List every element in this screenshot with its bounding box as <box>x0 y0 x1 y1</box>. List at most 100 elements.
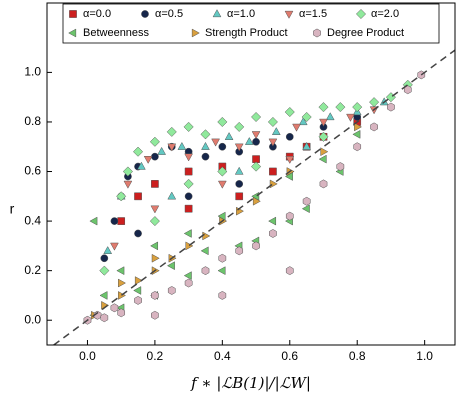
point <box>268 138 278 147</box>
legend-marker <box>141 10 149 18</box>
point <box>346 113 355 122</box>
point <box>166 261 175 271</box>
legend-label: Strength Product <box>205 27 288 39</box>
point <box>184 167 193 176</box>
point <box>269 229 277 238</box>
point <box>211 138 220 147</box>
point <box>251 161 262 172</box>
point <box>285 211 294 221</box>
point <box>157 146 167 155</box>
point <box>185 241 194 251</box>
legend-label: α=0.0 <box>83 8 111 20</box>
point <box>149 136 160 147</box>
point <box>110 242 119 251</box>
x-tick-label: 0.2 <box>147 349 164 363</box>
point <box>134 295 142 305</box>
legend-marker <box>355 8 367 20</box>
point <box>117 308 126 318</box>
legend: α=0.0 α=0.5 α=1.0 α=1.5 α=2.0 Betweenness Stre… <box>62 3 440 44</box>
point <box>143 156 153 164</box>
point <box>269 179 278 189</box>
point <box>325 112 335 121</box>
point <box>302 141 312 150</box>
point <box>134 229 142 238</box>
point <box>167 286 176 295</box>
point <box>301 204 310 214</box>
diagonal-line <box>53 49 456 346</box>
point <box>89 216 98 226</box>
point <box>150 205 160 214</box>
point <box>318 102 329 113</box>
point <box>116 191 127 202</box>
x-tick-label: 0.4 <box>214 349 231 363</box>
x-tick-label: 1.0 <box>416 349 433 363</box>
point <box>167 143 177 152</box>
point <box>166 126 177 137</box>
point <box>151 291 159 300</box>
point <box>302 196 311 206</box>
point <box>217 166 228 177</box>
plot-frame <box>46 2 456 346</box>
point <box>133 146 144 157</box>
point <box>285 156 295 164</box>
point <box>335 102 346 113</box>
point <box>151 310 159 320</box>
point <box>177 141 187 150</box>
y-tick-label: 0.2 <box>24 263 41 277</box>
point <box>134 192 142 201</box>
y-axis-label: r <box>10 201 15 217</box>
point <box>201 152 210 161</box>
point <box>200 246 209 256</box>
point <box>285 266 294 276</box>
point <box>235 180 244 188</box>
point <box>100 313 109 323</box>
point <box>184 192 193 201</box>
point <box>252 137 260 146</box>
point <box>184 204 193 213</box>
point <box>284 107 295 118</box>
point <box>99 291 108 300</box>
point <box>151 152 159 161</box>
point <box>298 117 308 126</box>
legend-marker <box>69 10 77 18</box>
point <box>184 278 193 288</box>
point <box>201 266 210 276</box>
y-tick-label: 0.6 <box>24 164 41 178</box>
point <box>110 303 119 313</box>
point <box>318 154 327 164</box>
point <box>99 265 110 276</box>
point <box>252 241 260 251</box>
point <box>217 116 228 127</box>
point <box>318 131 329 142</box>
point <box>118 278 127 288</box>
point <box>292 123 301 132</box>
y-tick-label: 1.0 <box>24 65 41 79</box>
legend-label: α=2.0 <box>371 8 399 20</box>
legend-marker <box>191 28 200 38</box>
point <box>123 180 133 189</box>
point <box>369 97 380 108</box>
point <box>387 102 395 112</box>
x-axis-label: f ∗ |ℒB(1)|/|ℒW| <box>190 374 311 392</box>
point <box>137 161 146 170</box>
point <box>167 191 177 200</box>
point <box>110 217 119 225</box>
point <box>235 147 244 156</box>
x-tick-label: 0.0 <box>79 349 96 363</box>
point <box>370 122 378 132</box>
point <box>319 118 328 127</box>
x-tick-label: 0.8 <box>349 349 366 363</box>
point <box>183 178 194 189</box>
x-tick-label: 0.6 <box>281 349 298 363</box>
legend-label: Betweenness <box>83 27 150 39</box>
point <box>244 136 254 145</box>
legend-label: α=1.0 <box>227 8 255 20</box>
point <box>234 121 245 132</box>
point <box>184 153 194 162</box>
point <box>267 116 278 127</box>
point <box>202 231 211 241</box>
point <box>183 229 192 238</box>
point <box>268 216 277 226</box>
point <box>218 142 227 151</box>
